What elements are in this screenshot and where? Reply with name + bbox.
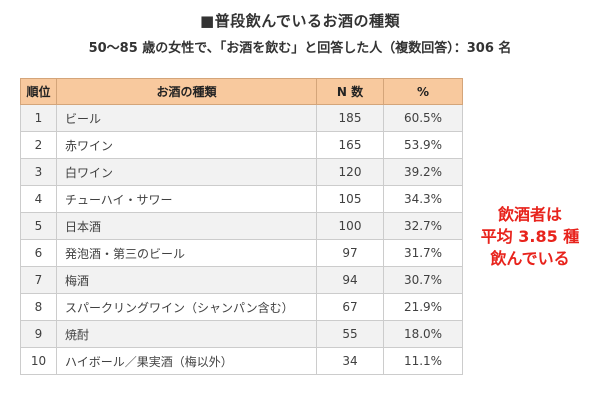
table-row: 8 スパークリングワイン（シャンパン含む） 67 21.9%	[20, 293, 463, 321]
cell-name: 赤ワイン	[56, 131, 317, 159]
cell-pct: 32.7%	[383, 212, 463, 240]
cell-n: 34	[316, 347, 384, 375]
cell-n: 165	[316, 131, 384, 159]
cell-rank: 5	[20, 212, 57, 240]
page-title: ■普段飲んでいるお酒の種類	[200, 12, 400, 30]
cell-rank: 9	[20, 320, 57, 348]
callout-line-2: 平均 3.85 種	[480, 227, 580, 246]
cell-rank: 2	[20, 131, 57, 159]
table-row: 5 日本酒 100 32.7%	[20, 212, 463, 240]
cell-pct: 60.5%	[383, 104, 463, 132]
cell-n: 100	[316, 212, 384, 240]
callout-line-1: 飲酒者は	[497, 205, 562, 224]
header-n: N 数	[316, 78, 384, 105]
header-name: お酒の種類	[56, 78, 317, 105]
cell-pct: 34.3%	[383, 185, 463, 213]
page-subtitle: 50～85 歳の女性で、「お酒を飲む」と回答した人（複数回答）：306 名	[88, 41, 512, 56]
cell-n: 185	[316, 104, 384, 132]
callout-line-3: 飲んでいる	[490, 249, 570, 268]
cell-name: ハイボール／果実酒（梅以外）	[56, 347, 317, 375]
cell-pct: 39.2%	[383, 158, 463, 186]
table-header-row: 順位 お酒の種類 N 数 %	[20, 78, 463, 105]
cell-pct: 18.0%	[383, 320, 463, 348]
cell-rank: 8	[20, 293, 57, 321]
cell-n: 97	[316, 239, 384, 267]
table-row: 3 白ワイン 120 39.2%	[20, 158, 463, 186]
cell-name: 日本酒	[56, 212, 317, 240]
cell-pct: 21.9%	[383, 293, 463, 321]
cell-name: 発泡酒・第三のビール	[56, 239, 317, 267]
cell-name: ビール	[56, 104, 317, 132]
cell-pct: 11.1%	[383, 347, 463, 375]
cell-rank: 3	[20, 158, 57, 186]
table-row: 7 梅酒 94 30.7%	[20, 266, 463, 294]
header-pct: %	[383, 78, 463, 105]
cell-n: 67	[316, 293, 384, 321]
average-callout: 飲酒者は 平均 3.85 種 飲んでいる	[468, 204, 592, 270]
cell-name: 白ワイン	[56, 158, 317, 186]
cell-n: 120	[316, 158, 384, 186]
table-row: 4 チューハイ・サワー 105 34.3%	[20, 185, 463, 213]
cell-rank: 6	[20, 239, 57, 267]
cell-n: 105	[316, 185, 384, 213]
cell-n: 94	[316, 266, 384, 294]
cell-n: 55	[316, 320, 384, 348]
cell-pct: 31.7%	[383, 239, 463, 267]
cell-rank: 1	[20, 104, 57, 132]
table-row: 10 ハイボール／果実酒（梅以外） 34 11.1%	[20, 347, 463, 375]
table-row: 2 赤ワイン 165 53.9%	[20, 131, 463, 159]
cell-rank: 10	[20, 347, 57, 375]
table-row: 1 ビール 185 60.5%	[20, 104, 463, 132]
cell-name: チューハイ・サワー	[56, 185, 317, 213]
cell-name: スパークリングワイン（シャンパン含む）	[56, 293, 317, 321]
cell-pct: 30.7%	[383, 266, 463, 294]
header-rank: 順位	[20, 78, 57, 105]
cell-rank: 4	[20, 185, 57, 213]
cell-pct: 53.9%	[383, 131, 463, 159]
table-row: 9 焼酎 55 18.0%	[20, 320, 463, 348]
cell-rank: 7	[20, 266, 57, 294]
table-row: 6 発泡酒・第三のビール 97 31.7%	[20, 239, 463, 267]
cell-name: 梅酒	[56, 266, 317, 294]
cell-name: 焼酎	[56, 320, 317, 348]
ranking-table: 順位 お酒の種類 N 数 % 1 ビール 185 60.5% 2 赤ワイン 16…	[20, 78, 463, 375]
